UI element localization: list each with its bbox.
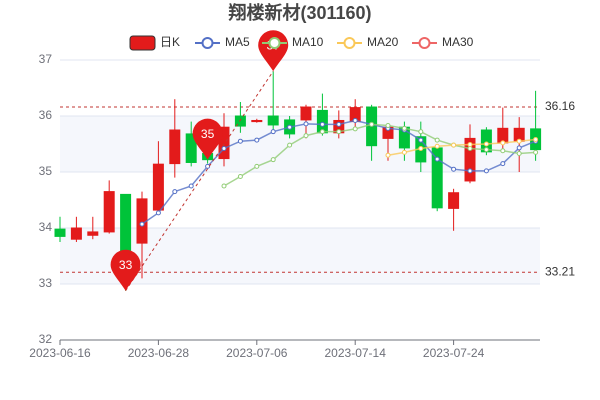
candle-body — [54, 228, 66, 237]
ma-point — [270, 129, 276, 135]
legend-icon — [129, 35, 156, 51]
ma-point — [287, 142, 293, 148]
ma-point — [254, 163, 260, 169]
marker-label: 35 — [201, 127, 215, 141]
legend-icon — [201, 37, 214, 49]
ma-point — [155, 210, 161, 216]
ma-point — [434, 137, 440, 143]
legend-label: MA30 — [442, 35, 474, 49]
candle-body — [448, 192, 460, 209]
ma-point — [516, 138, 522, 144]
y-tick-label: 34 — [39, 220, 53, 234]
marker-pin — [110, 249, 141, 291]
candle-body — [70, 227, 82, 240]
mark-line-label: 36.16 — [545, 99, 575, 113]
y-tick-label: 36 — [39, 108, 53, 122]
ma-point — [418, 129, 424, 135]
ma-point — [401, 149, 407, 155]
ma-point — [205, 163, 211, 169]
ma-point — [483, 141, 489, 147]
y-tick-label: 37 — [39, 52, 53, 66]
y-tick-label: 35 — [39, 164, 53, 178]
y-tick-label: 33 — [39, 276, 53, 290]
mark-line-label: 33.21 — [545, 264, 575, 278]
ma-point — [451, 142, 457, 148]
ma-point — [467, 145, 473, 151]
candle-body — [185, 133, 197, 163]
marker-link — [125, 70, 274, 291]
legend-label: MA10 — [292, 35, 324, 49]
candle-body — [464, 137, 476, 182]
ma-point — [500, 161, 506, 167]
ma-point — [221, 145, 227, 151]
candle-body — [300, 106, 312, 121]
ma-point — [352, 117, 358, 123]
ma-point — [352, 126, 358, 132]
candle-body — [152, 163, 164, 211]
marker-pin — [258, 30, 289, 72]
legend-label: MA20 — [367, 35, 399, 49]
ma-point — [385, 152, 391, 158]
ma-point — [483, 168, 489, 174]
x-tick-label: 2023-06-16 — [29, 346, 91, 360]
ma-point — [434, 156, 440, 162]
ma-point — [287, 124, 293, 130]
y-tick-label: 32 — [39, 332, 53, 346]
x-tick-label: 2023-06-28 — [128, 346, 190, 360]
ma-point — [303, 121, 309, 127]
ma-point — [533, 149, 539, 155]
ma-point — [451, 166, 457, 172]
ma-point — [336, 121, 342, 127]
ma-point — [188, 183, 194, 189]
legend-label: 日K — [160, 35, 180, 49]
ma-point — [516, 151, 522, 157]
ma-point — [418, 145, 424, 151]
ma-point — [467, 142, 473, 148]
candle-body — [267, 115, 279, 126]
ma-line — [223, 123, 536, 187]
x-tick-label: 2023-07-14 — [325, 346, 387, 360]
ma-point — [467, 168, 473, 174]
ma-point — [336, 129, 342, 135]
ma-point — [270, 157, 276, 163]
candle-body — [251, 119, 263, 123]
legend-icon — [418, 37, 431, 49]
legend-icon — [343, 37, 356, 49]
marker-label: 33 — [119, 258, 133, 272]
marker-pin — [192, 118, 223, 160]
ma-point — [221, 183, 227, 189]
ma-point — [319, 121, 325, 127]
candle-body — [169, 129, 181, 165]
ma-line — [387, 138, 536, 156]
ma-point — [533, 137, 539, 143]
candle-body — [103, 191, 115, 233]
ma-point — [483, 147, 489, 153]
ma-point — [418, 137, 424, 143]
ma-point — [434, 143, 440, 149]
ma-point — [516, 145, 522, 151]
ma-point — [303, 133, 309, 139]
chart-title: 翔楼新材(301160) — [227, 2, 371, 23]
legend-label: MA5 — [225, 35, 250, 49]
candle-body — [234, 115, 246, 127]
x-tick-label: 2023-07-24 — [423, 346, 485, 360]
candle-body — [87, 231, 99, 236]
legend-icon — [268, 37, 281, 49]
ma-point — [319, 129, 325, 135]
ma-point — [237, 173, 243, 179]
ma-point — [172, 189, 178, 195]
ma-point — [500, 140, 506, 146]
ma-point — [254, 137, 260, 143]
ma-point — [369, 121, 375, 127]
ma-point — [500, 148, 506, 154]
ma-point — [139, 221, 145, 227]
x-tick-label: 2023-07-06 — [226, 346, 288, 360]
ma-point — [385, 123, 391, 129]
ma-point — [401, 125, 407, 131]
ma-point — [237, 138, 243, 144]
